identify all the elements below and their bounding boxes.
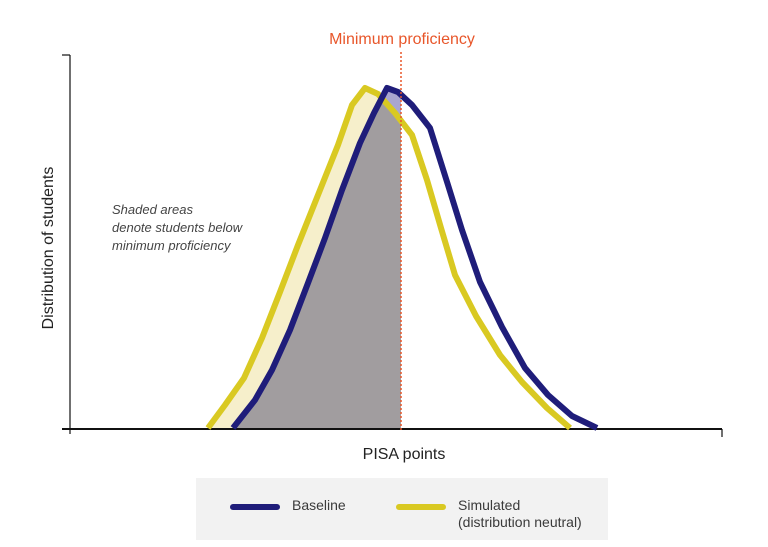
x-axis-label: PISA points <box>363 446 446 463</box>
simulated-curve <box>205 85 572 431</box>
legend-label-simulated: Simulated <box>458 497 521 513</box>
legend: Baseline Simulated (distribution neutral… <box>196 478 608 540</box>
minimum-proficiency-label: Minimum proficiency <box>329 31 475 48</box>
simulated-swatch-icon <box>396 504 446 510</box>
baseline-curve <box>230 85 599 431</box>
baseline-swatch-icon <box>230 504 280 510</box>
chart-plot: Minimum proficiency Shaded areas denote … <box>40 31 723 463</box>
annotation-line-2: denote students below <box>112 220 244 235</box>
annotation-line-1: Shaded areas <box>112 202 193 217</box>
legend-item-baseline: Baseline <box>230 497 346 514</box>
legend-sublabel-simulated: (distribution neutral) <box>458 514 582 530</box>
baseline-shaded-area <box>233 88 401 428</box>
annotation-line-3: minimum proficiency <box>112 238 232 253</box>
y-axis-label: Distribution of students <box>40 167 57 330</box>
annotation-text: Shaded areas denote students below minim… <box>112 202 246 253</box>
legend-label-baseline: Baseline <box>292 497 346 513</box>
legend-item-simulated: Simulated (distribution neutral) <box>396 497 582 531</box>
